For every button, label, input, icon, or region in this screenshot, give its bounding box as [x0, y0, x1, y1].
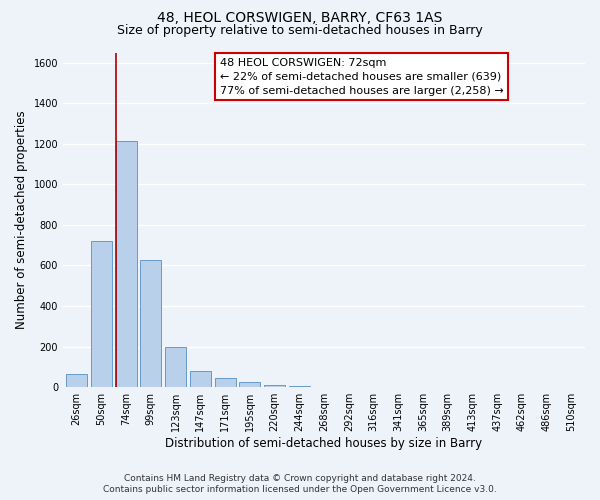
Bar	[91, 241, 112, 387]
X-axis label: Distribution of semi-detached houses by size in Barry: Distribution of semi-detached houses by …	[166, 437, 482, 450]
Text: Contains HM Land Registry data © Crown copyright and database right 2024.
Contai: Contains HM Land Registry data © Crown c…	[103, 474, 497, 494]
Bar	[140, 260, 161, 387]
Text: 48 HEOL CORSWIGEN: 72sqm
← 22% of semi-detached houses are smaller (639)
77% of : 48 HEOL CORSWIGEN: 72sqm ← 22% of semi-d…	[220, 58, 503, 96]
Bar	[66, 374, 87, 387]
Bar	[239, 382, 260, 387]
Y-axis label: Number of semi-detached properties: Number of semi-detached properties	[15, 110, 28, 329]
Bar	[289, 386, 310, 387]
Bar	[116, 140, 137, 387]
Bar	[190, 371, 211, 387]
Bar	[215, 378, 236, 387]
Bar	[264, 385, 285, 387]
Bar	[165, 346, 186, 387]
Text: Size of property relative to semi-detached houses in Barry: Size of property relative to semi-detach…	[117, 24, 483, 37]
Text: 48, HEOL CORSWIGEN, BARRY, CF63 1AS: 48, HEOL CORSWIGEN, BARRY, CF63 1AS	[157, 11, 443, 25]
